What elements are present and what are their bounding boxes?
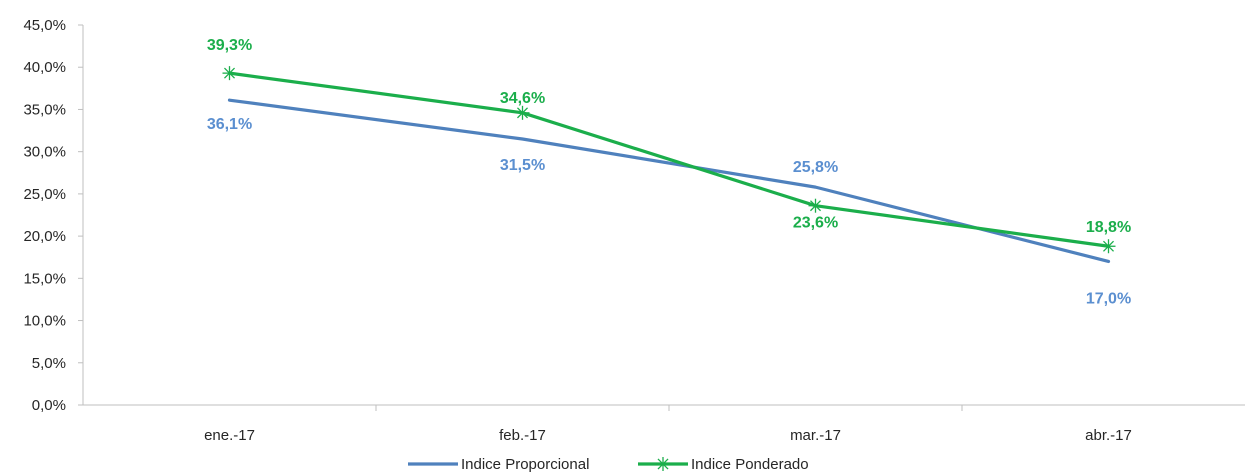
series-group [222, 66, 1116, 264]
series-2-point [515, 105, 530, 120]
y-tick-label: 25,0% [23, 186, 66, 203]
legend: Indice Proporcional Indice Ponderado [408, 456, 809, 473]
x-tick-label: abr.-17 [1085, 427, 1132, 444]
data-label-series-1: 25,8% [793, 159, 838, 176]
x-tick-label: ene.-17 [204, 427, 255, 444]
y-tick-label: 10,0% [23, 313, 66, 330]
y-tick-label: 15,0% [23, 270, 66, 287]
legend-marker-2 [656, 457, 670, 471]
data-label-series-2: 34,6% [500, 90, 545, 107]
legend-label-2: Indice Ponderado [691, 456, 809, 473]
y-tick-label: 30,0% [23, 144, 66, 161]
series-2-point [222, 66, 237, 81]
series-2-point [1101, 239, 1116, 254]
y-tick-label: 0,0% [32, 397, 66, 414]
data-label-series-2: 23,6% [793, 215, 838, 232]
y-tick-label: 40,0% [23, 59, 66, 76]
y-tick-label: 5,0% [32, 355, 66, 372]
y-tick-label: 20,0% [23, 228, 66, 245]
y-axis-ticks: 0,0% 5,0% 10,0% 15,0% 20,0% 25,0% 30,0% 35,0% 40… [23, 17, 83, 414]
data-label-series-2: 18,8% [1086, 219, 1131, 236]
legend-label-1: Indice Proporcional [461, 456, 589, 473]
y-tick-label: 45,0% [23, 17, 66, 34]
series-line-2 [227, 71, 1111, 248]
y-tick-label: 35,0% [23, 101, 66, 118]
x-axis-ticks: ene.-17 feb.-17 mar.-17 abr.-17 [204, 405, 1132, 444]
x-tick-label: feb.-17 [499, 427, 546, 444]
axes [82, 25, 1245, 406]
data-label-series-1: 17,0% [1086, 290, 1131, 307]
data-label-series-1: 31,5% [500, 157, 545, 174]
series-2-point [808, 198, 823, 213]
series-line-1 [227, 98, 1111, 264]
data-label-series-2: 39,3% [207, 37, 252, 54]
x-tick-label: mar.-17 [790, 427, 841, 444]
data-label-series-1: 36,1% [207, 116, 252, 133]
data-labels: 36,1% 31,5% 25,8% 17,0% 39,3% 34,6% 23,6% 18,8% [207, 37, 1131, 307]
